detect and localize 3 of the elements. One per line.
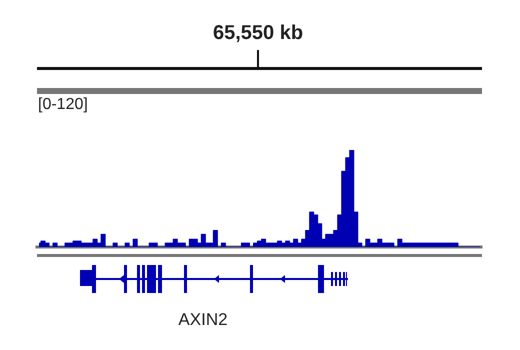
text: [0-120] [38, 96, 88, 114]
text: AXIN2 [178, 310, 228, 330]
text: 65,550 kb [212, 22, 304, 45]
